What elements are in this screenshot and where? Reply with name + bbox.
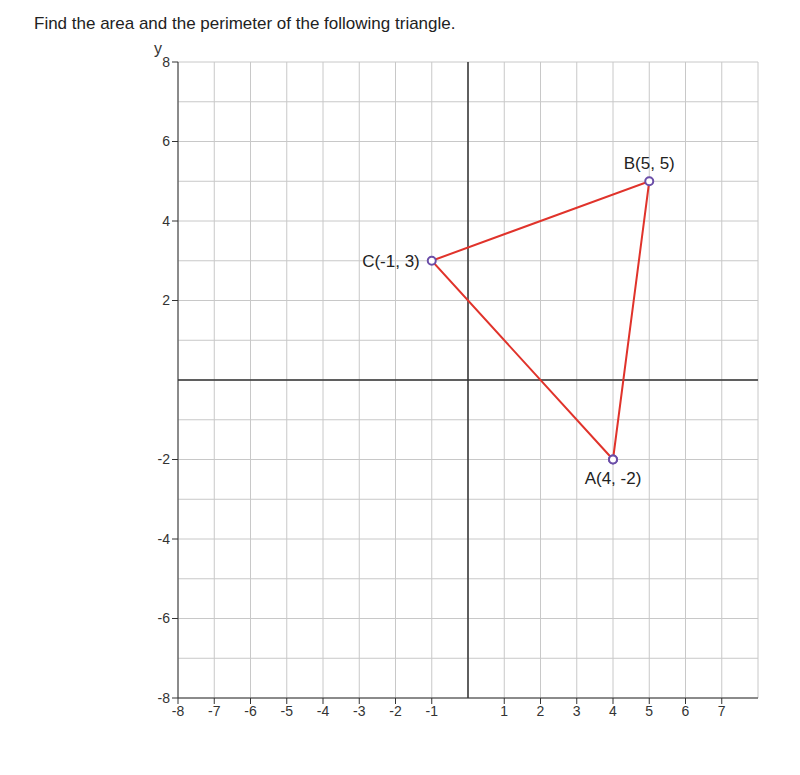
svg-text:4: 4 — [162, 213, 170, 229]
svg-text:1: 1 — [500, 703, 508, 719]
svg-text:A(4, -2): A(4, -2) — [585, 469, 642, 488]
svg-text:-4: -4 — [158, 531, 171, 547]
svg-text:-4: -4 — [317, 703, 330, 719]
svg-text:4: 4 — [609, 703, 617, 719]
svg-text:-2: -2 — [158, 451, 171, 467]
svg-text:C(-1, 3): C(-1, 3) — [362, 252, 420, 271]
svg-text:-1: -1 — [426, 703, 439, 719]
svg-text:2: 2 — [162, 292, 170, 308]
html-text:Find the area and the perimete: Find the area and the perimeter of the f… — [34, 14, 456, 33]
svg-text:-2: -2 — [389, 703, 402, 719]
svg-text:-8: -8 — [158, 690, 171, 706]
svg-text:6: 6 — [162, 133, 170, 149]
svg-text:-5: -5 — [281, 703, 294, 719]
svg-text:6: 6 — [682, 703, 690, 719]
svg-text:2: 2 — [537, 703, 545, 719]
svg-text:B(5, 5): B(5, 5) — [624, 154, 675, 173]
svg-text:-6: -6 — [158, 610, 171, 626]
svg-text:y: y — [154, 40, 162, 57]
svg-text:3: 3 — [573, 703, 581, 719]
svg-text:-8: -8 — [172, 703, 185, 719]
svg-text:-6: -6 — [244, 703, 257, 719]
svg-text:7: 7 — [718, 703, 726, 719]
svg-text:8: 8 — [162, 54, 170, 70]
svg-text:-7: -7 — [208, 703, 221, 719]
svg-text:5: 5 — [645, 703, 653, 719]
svg-text:-3: -3 — [353, 703, 366, 719]
